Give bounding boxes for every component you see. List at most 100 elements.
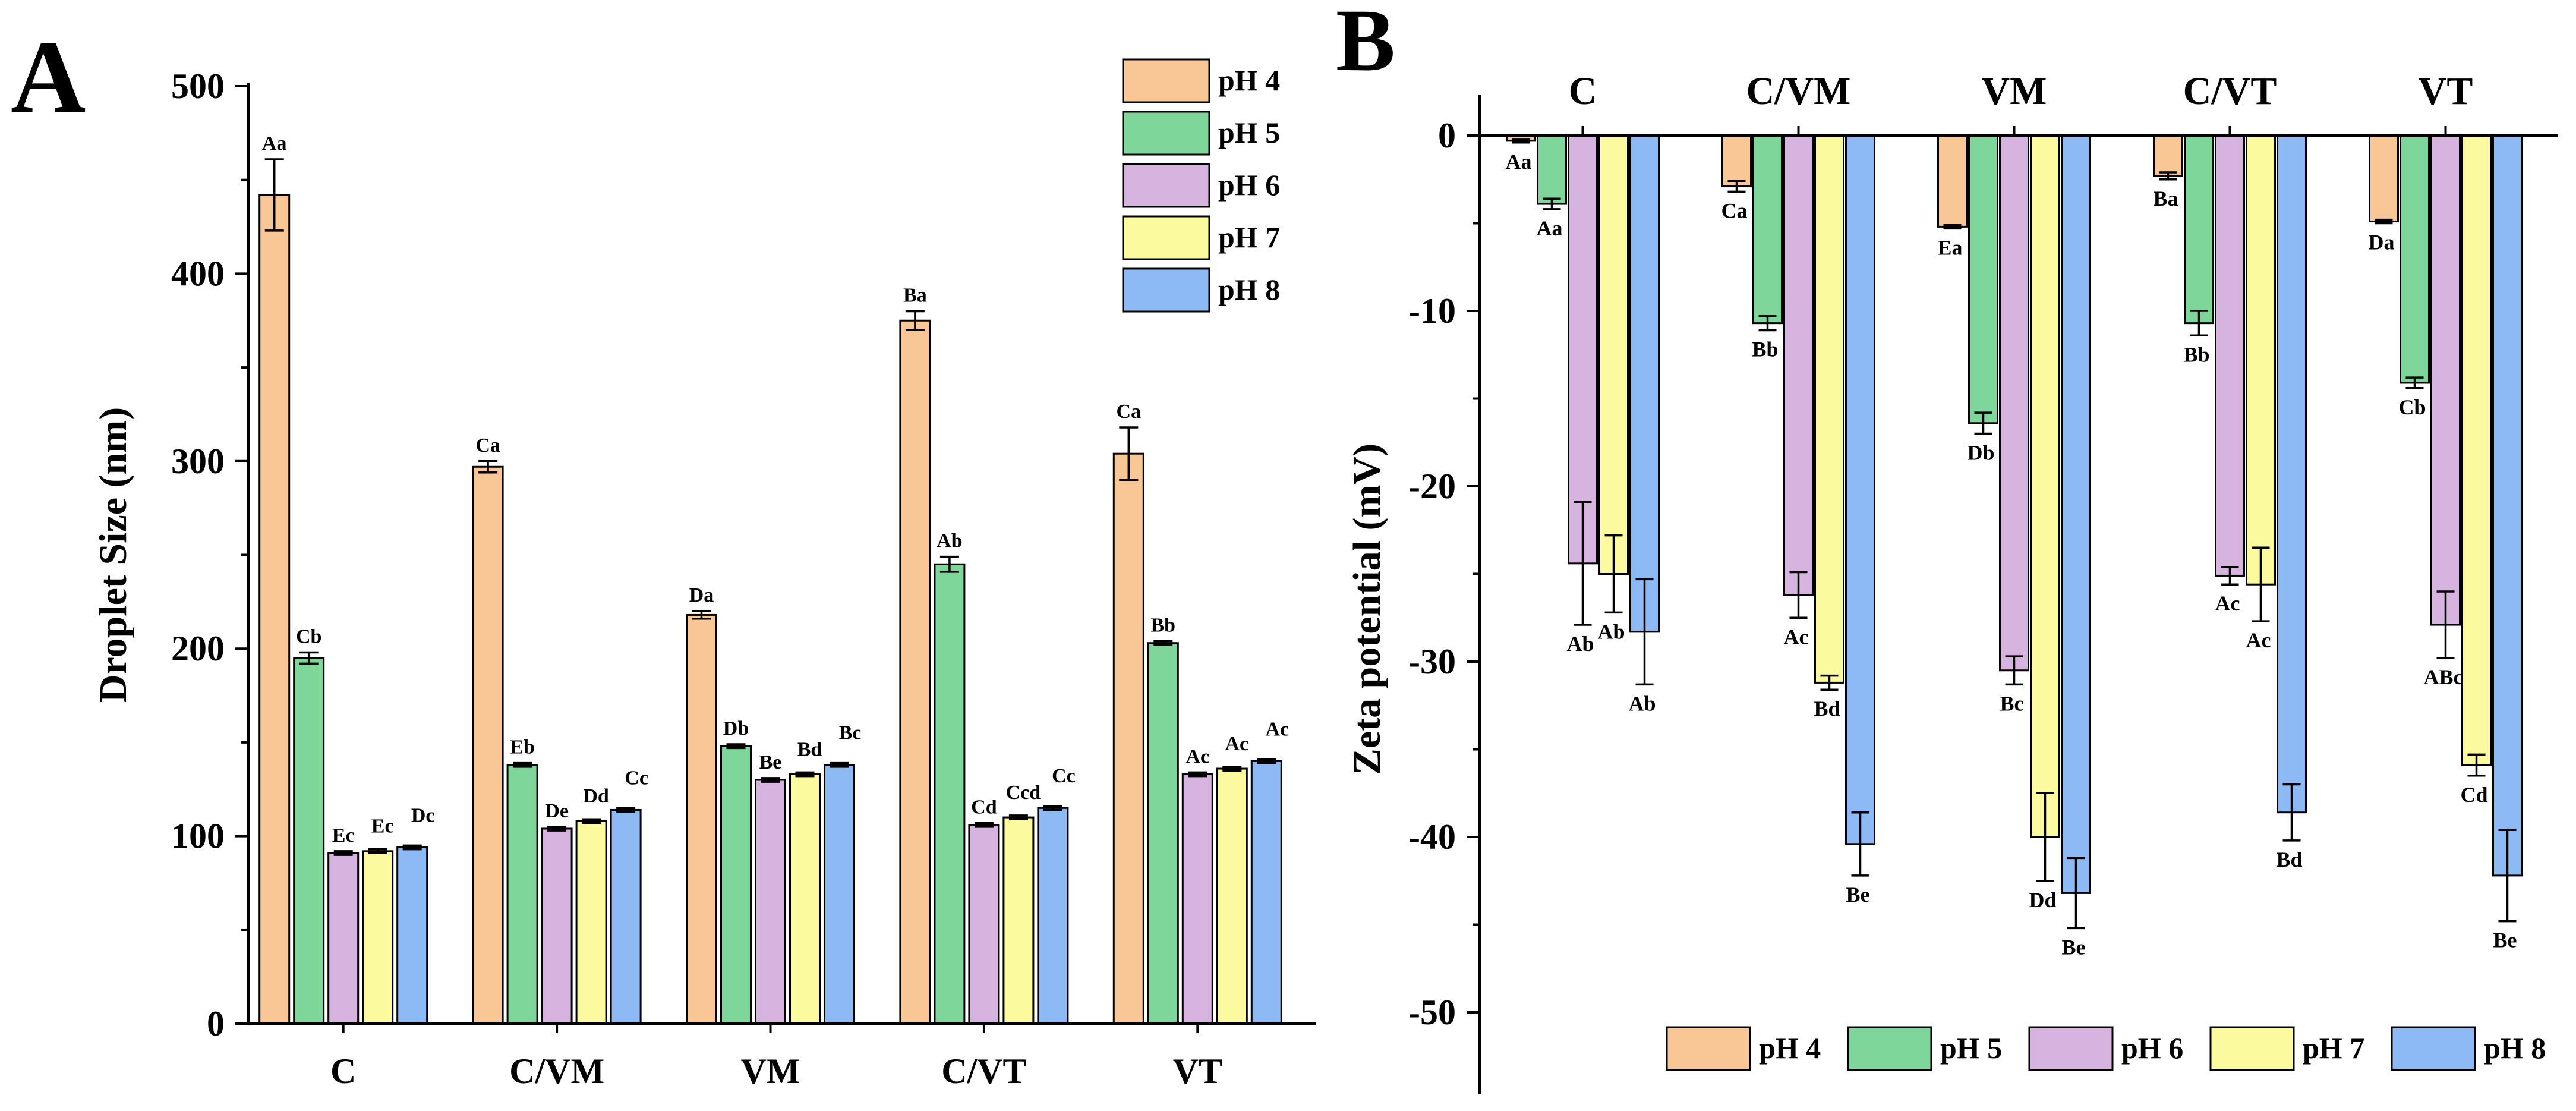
legend-label-ph-7: pH 7: [2303, 1031, 2364, 1065]
significance-label: Ac: [2246, 628, 2271, 652]
bar-c-vt-ph-4: [2153, 134, 2183, 177]
significance-label: Ac: [1185, 745, 1209, 767]
legend-swatch-ph-7: [2209, 1026, 2295, 1071]
bar-c-vm-ph-5: [1752, 134, 1783, 325]
significance-label: Aa: [1506, 150, 1532, 174]
y-tick-label: -10: [1408, 291, 1456, 331]
error-bar: [2375, 218, 2393, 225]
error-bar: [513, 761, 532, 768]
bar-c-ph-6: [327, 852, 360, 1025]
bar-c-vm-ph-8: [610, 808, 642, 1025]
y-tick-label: 100: [171, 817, 225, 856]
significance-label: Be: [1846, 883, 1870, 907]
significance-label: Eb: [510, 737, 535, 758]
legend-swatch-ph-8: [1122, 267, 1210, 313]
bar-vt-ph-8: [1250, 760, 1282, 1025]
y-tick-label: 200: [171, 629, 225, 668]
significance-label: Bb: [1752, 337, 1778, 361]
legend-label-ph-4: pH 4: [1218, 64, 1280, 97]
x-tick-label-vt: VT: [2419, 70, 2473, 113]
error-bar: [1543, 197, 1561, 210]
significance-label: Ab: [937, 530, 962, 552]
significance-label: Bd: [1814, 697, 1840, 720]
bar-vm-ph-7: [789, 773, 821, 1025]
bar-c-ph-8: [1629, 134, 1660, 633]
significance-label: Db: [723, 717, 749, 739]
bar-c-vt-ph-6: [968, 824, 1000, 1025]
significance-label: Ca: [1721, 199, 1748, 222]
legend-label-ph-6: pH 6: [2121, 1031, 2183, 1065]
bar-c-vm-ph-8: [1845, 134, 1875, 845]
error-bar: [1043, 805, 1062, 811]
error-bar: [547, 826, 567, 832]
bar-vt-ph-8: [2492, 134, 2523, 877]
bar-vm-ph-4: [686, 613, 717, 1025]
error-bar: [1257, 758, 1276, 764]
error-bar: [1574, 501, 1592, 626]
significance-label: Ab: [1597, 619, 1625, 643]
x-tick-label-vm: VM: [1982, 70, 2047, 113]
significance-label: Bd: [2276, 848, 2302, 871]
y-tick-label: -50: [1408, 993, 1456, 1032]
significance-label: Ab: [1566, 632, 1594, 656]
legend-label-ph-8: pH 8: [2484, 1031, 2546, 1065]
significance-label: Cc: [1052, 765, 1076, 787]
bar-vm-ph-5: [1968, 134, 1998, 424]
significance-label: Aa: [262, 133, 287, 155]
x-tick-label-c-vt: C/VT: [941, 1052, 1026, 1091]
bar-vm-ph-6: [1999, 134, 2029, 672]
bar-vt-ph-4: [2369, 134, 2399, 223]
bar-vm-ph-7: [2030, 134, 2060, 838]
bar-c-vm-ph-4: [472, 465, 504, 1025]
significance-label: Ca: [475, 435, 500, 457]
y-axis-title: Zeta potential (mV): [1345, 443, 1389, 775]
legend-label-ph-5: pH 5: [1218, 116, 1280, 149]
significance-label: Ec: [371, 816, 394, 838]
significance-label: Da: [2369, 231, 2395, 254]
error-bar: [1008, 814, 1028, 820]
significance-label: Ca: [1117, 401, 1142, 423]
legend-swatch-ph-6: [2028, 1026, 2114, 1071]
panel-label-a: A: [11, 19, 86, 134]
bar-c-ph-5: [293, 657, 325, 1025]
significance-label: Ea: [1937, 235, 1962, 259]
significance-label: Ac: [1784, 625, 1809, 649]
significance-label: Ac: [2215, 591, 2240, 615]
zeta-potential-chart: CAaAaAbAbAbC/VMCaBbAcBdBeVMEaDbBcDdBeC/V…: [1345, 70, 2558, 1094]
significance-label: Cb: [2398, 395, 2426, 419]
significance-label: Ac: [1265, 718, 1289, 740]
bar-vm-ph-8: [2061, 134, 2091, 894]
y-tick-label: -30: [1408, 642, 1456, 681]
error-bar: [974, 822, 994, 828]
error-bar: [1851, 811, 1869, 877]
significance-label: Cd: [2460, 783, 2487, 807]
error-bar: [2067, 857, 2085, 930]
droplet-size-chart: Aa Cb Ec Ec Dc C Ca Eb De Dd Cc C/VM Da Db Be Bd Bc VM Ba A…: [92, 58, 1316, 1091]
bar-vm-ph-5: [720, 745, 752, 1025]
legend-swatch-ph-8: [2391, 1026, 2476, 1071]
error-bar: [2282, 783, 2301, 842]
bar-c-vt-ph-4: [899, 319, 931, 1025]
legend-label-ph-8: pH 8: [1218, 273, 1280, 306]
error-bar: [299, 651, 319, 665]
y-tick-label: 400: [171, 254, 225, 293]
bar-c-ph-8: [396, 846, 428, 1025]
legend-label-ph-4: pH 4: [1759, 1031, 1821, 1065]
bar-c-vm-ph-7: [575, 820, 607, 1025]
bar-vt-ph-5: [2400, 134, 2430, 384]
significance-label: Ba: [903, 284, 927, 306]
error-bar: [2498, 829, 2517, 923]
panel-label-b: B: [1336, 0, 1395, 90]
significance-label: Da: [689, 584, 714, 606]
significance-label: Be: [759, 751, 782, 773]
x-tick-label-c-vt: C/VT: [2183, 70, 2277, 113]
error-bar: [905, 310, 925, 331]
error-bar: [1153, 640, 1173, 646]
x-tick-label-vm: VM: [741, 1052, 800, 1091]
significance-label: Dc: [411, 804, 435, 826]
bar-c-vt-ph-7: [1002, 816, 1035, 1025]
error-bar: [1222, 766, 1242, 772]
significance-label: Db: [1967, 441, 1994, 465]
x-tick-label-c: C: [330, 1052, 356, 1091]
